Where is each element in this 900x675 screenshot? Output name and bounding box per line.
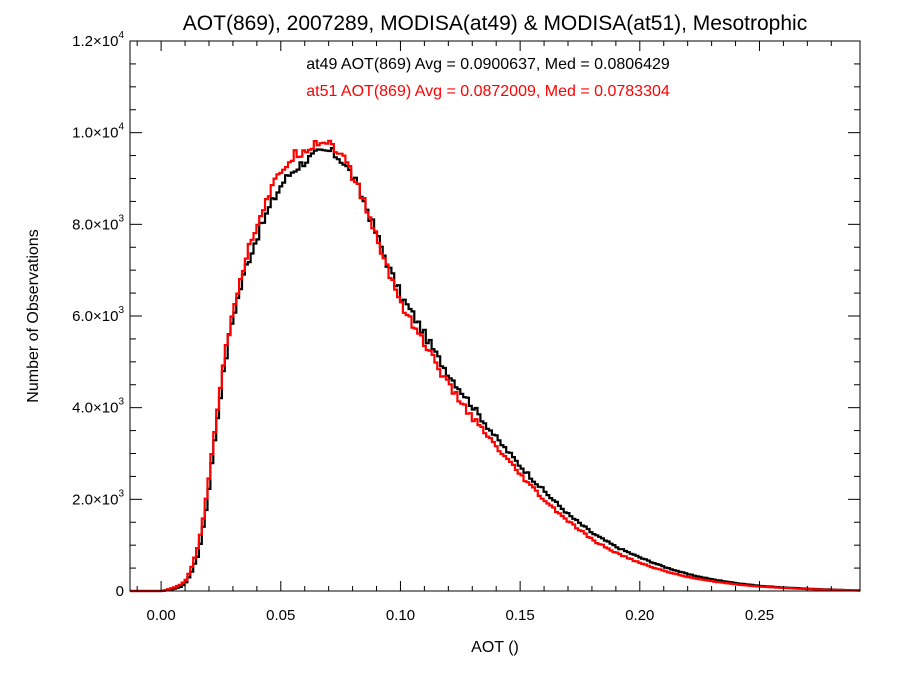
y-tick-label: 1.2×104: [72, 30, 124, 50]
y-tick-label: 6.0×103: [72, 305, 124, 325]
x-tick-label: 0.05: [266, 607, 295, 624]
y-axis-label: Number of Observations: [25, 229, 42, 402]
x-tick-label: 0.00: [147, 607, 176, 624]
x-axis-ticks: 0.00 0.05 0.10 0.15 0.20 0.25: [136, 41, 832, 624]
y-tick-label: 1.0×104: [72, 122, 124, 142]
annotation-at51: at51 AOT(869) Avg = 0.0872009, Med = 0.0…: [306, 83, 670, 100]
plot-area: [129, 40, 861, 593]
x-tick-label: 0.20: [625, 607, 654, 624]
x-axis-label: AOT (): [471, 639, 519, 656]
series-line-at51: [130, 139, 860, 593]
x-tick-label: 0.10: [386, 607, 415, 624]
y-tick-label: 2.0×103: [72, 488, 124, 508]
annotation-at49: at49 AOT(869) Avg = 0.0900637, Med = 0.0…: [306, 56, 670, 73]
y-tick-label: 8.0×103: [72, 213, 124, 233]
x-tick-label: 0.25: [745, 607, 774, 624]
chart-title: AOT(869), 2007289, MODISA(at49) & MODISA…: [183, 12, 807, 35]
plot-frame: [129, 40, 861, 592]
y-tick-label: 4.0×103: [72, 397, 124, 417]
series-line-at49: [130, 147, 861, 593]
x-tick-label: 0.15: [506, 607, 535, 624]
y-axis-ticks: 0 2.0×103 4.0×103 6.0×103 8.0×103 1.0×104 1.2×…: [72, 30, 860, 600]
y-tick-label: 0: [116, 583, 124, 600]
